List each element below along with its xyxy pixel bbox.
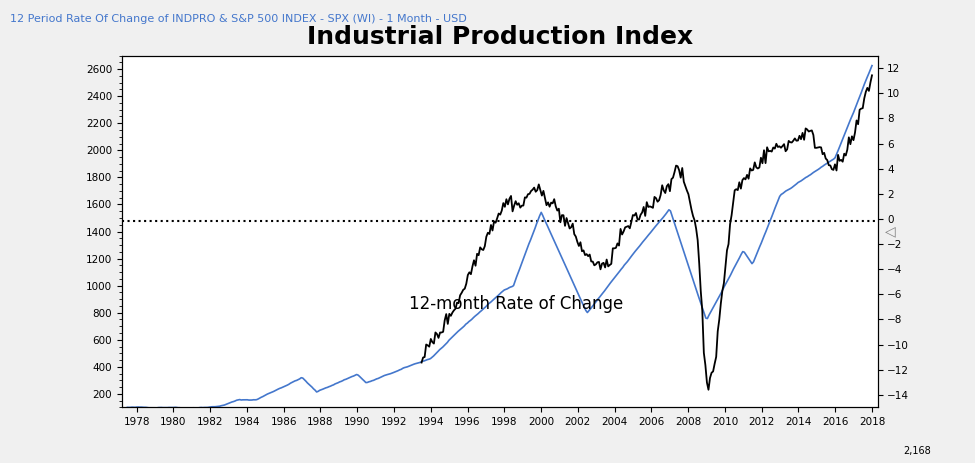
Text: ◁: ◁: [885, 225, 896, 238]
Text: 2,168: 2,168: [904, 446, 931, 456]
Text: 12-month Rate of Change: 12-month Rate of Change: [410, 295, 623, 313]
Title: Industrial Production Index: Industrial Production Index: [306, 25, 693, 50]
Text: 12 Period Rate Of Change of INDPRO & S&P 500 INDEX - SPX (WI) - 1 Month - USD: 12 Period Rate Of Change of INDPRO & S&P…: [10, 14, 466, 24]
